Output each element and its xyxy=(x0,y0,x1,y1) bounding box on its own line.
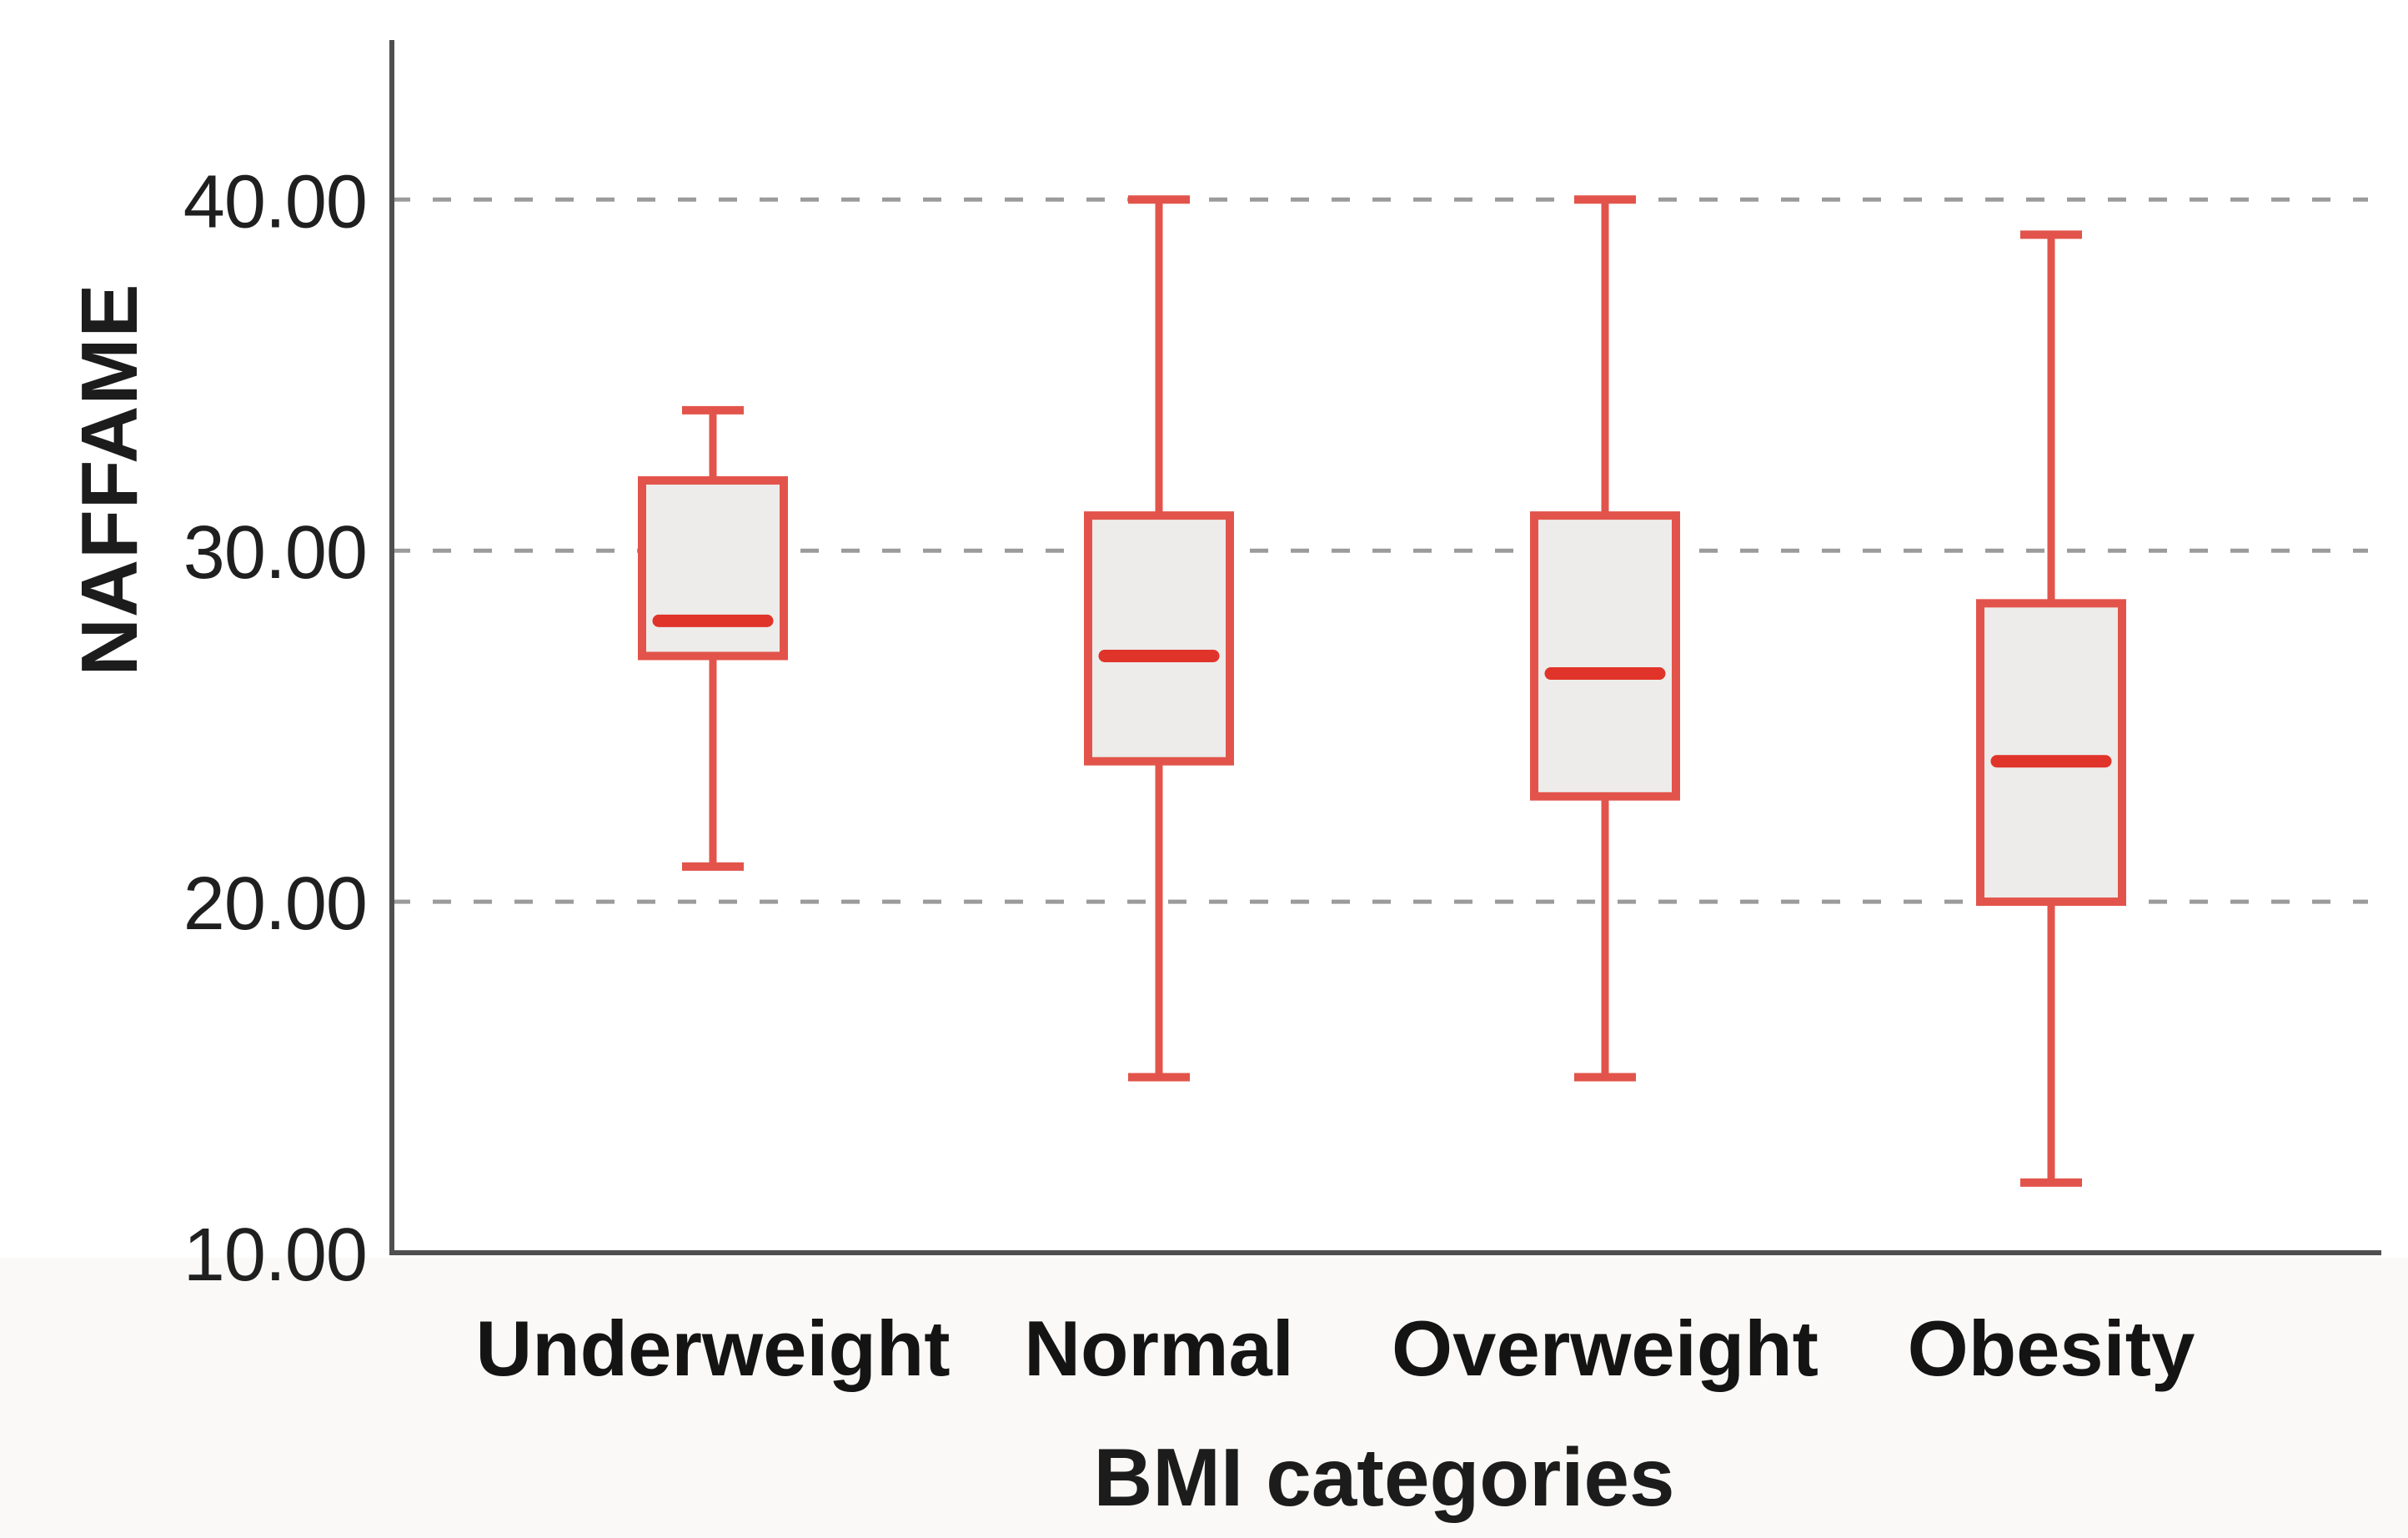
iqr-box-underweight xyxy=(638,476,788,661)
iqr-box-normal xyxy=(1084,511,1234,766)
below-axis-area xyxy=(0,1258,2408,1538)
x-category-label-underweight: Underweight xyxy=(475,1304,950,1392)
x-axis-title: BMI categories xyxy=(1093,1431,1675,1523)
y-tick-label: 40.00 xyxy=(183,160,367,244)
y-tick-label: 20.00 xyxy=(183,862,367,946)
x-category-label-obesity: Obesity xyxy=(1908,1304,2195,1392)
x-category-label-normal: Normal xyxy=(1024,1304,1294,1392)
y-tick-label: 10.00 xyxy=(183,1214,367,1297)
iqr-box-obesity xyxy=(1976,599,2126,907)
iqr-box-overweight xyxy=(1530,511,1680,801)
y-tick-label: 30.00 xyxy=(183,511,367,595)
y-axis-title: NAFFAME xyxy=(65,283,154,676)
x-category-label-overweight: Overweight xyxy=(1392,1304,1819,1392)
